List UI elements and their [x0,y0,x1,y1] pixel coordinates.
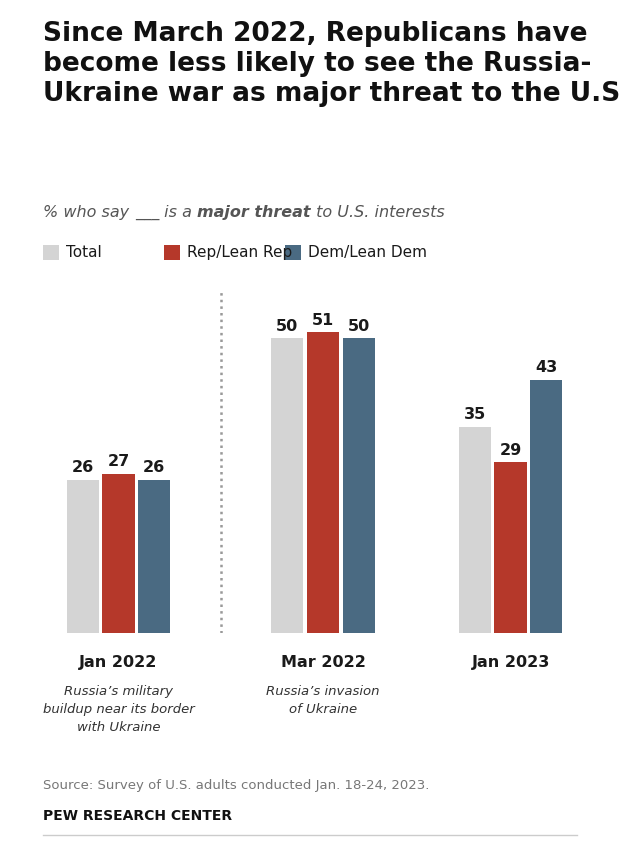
Bar [138,480,170,633]
Text: Rep/Lean Rep: Rep/Lean Rep [187,245,293,260]
Text: Jan 2022: Jan 2022 [79,655,157,670]
Text: Russia’s invasion
of Ukraine: Russia’s invasion of Ukraine [266,685,380,716]
Text: 26: 26 [71,461,94,475]
Text: Mar 2022: Mar 2022 [281,655,365,670]
Text: Total: Total [66,245,102,260]
Bar [459,427,491,633]
Text: Dem/Lean Dem: Dem/Lean Dem [308,245,427,260]
Text: PEW RESEARCH CENTER: PEW RESEARCH CENTER [43,810,232,823]
Bar [530,379,562,633]
Text: major threat: major threat [197,205,311,221]
Text: Jan 2023: Jan 2023 [471,655,550,670]
Text: 29: 29 [500,443,521,457]
Text: to U.S. interests: to U.S. interests [311,205,445,221]
Bar [102,474,135,633]
Bar [307,332,339,633]
Text: ___: ___ [135,205,159,221]
Text: 27: 27 [107,455,130,469]
Text: Russia’s military
buildup near its border
with Ukraine: Russia’s military buildup near its borde… [43,685,194,734]
Bar [343,338,375,633]
Text: 43: 43 [535,360,557,375]
Text: Source: Survey of U.S. adults conducted Jan. 18-24, 2023.: Source: Survey of U.S. adults conducted … [43,779,430,792]
Text: % who say: % who say [43,205,135,221]
Text: is a: is a [159,205,197,221]
Text: 50: 50 [276,318,298,334]
Text: 50: 50 [348,318,370,334]
Text: 51: 51 [312,312,334,328]
Text: Since March 2022, Republicans have
become less likely to see the Russia-
Ukraine: Since March 2022, Republicans have becom… [43,21,620,107]
Bar [271,338,303,633]
Text: 26: 26 [143,461,166,475]
Bar [495,462,526,633]
Text: 35: 35 [464,407,486,422]
Bar [66,480,99,633]
